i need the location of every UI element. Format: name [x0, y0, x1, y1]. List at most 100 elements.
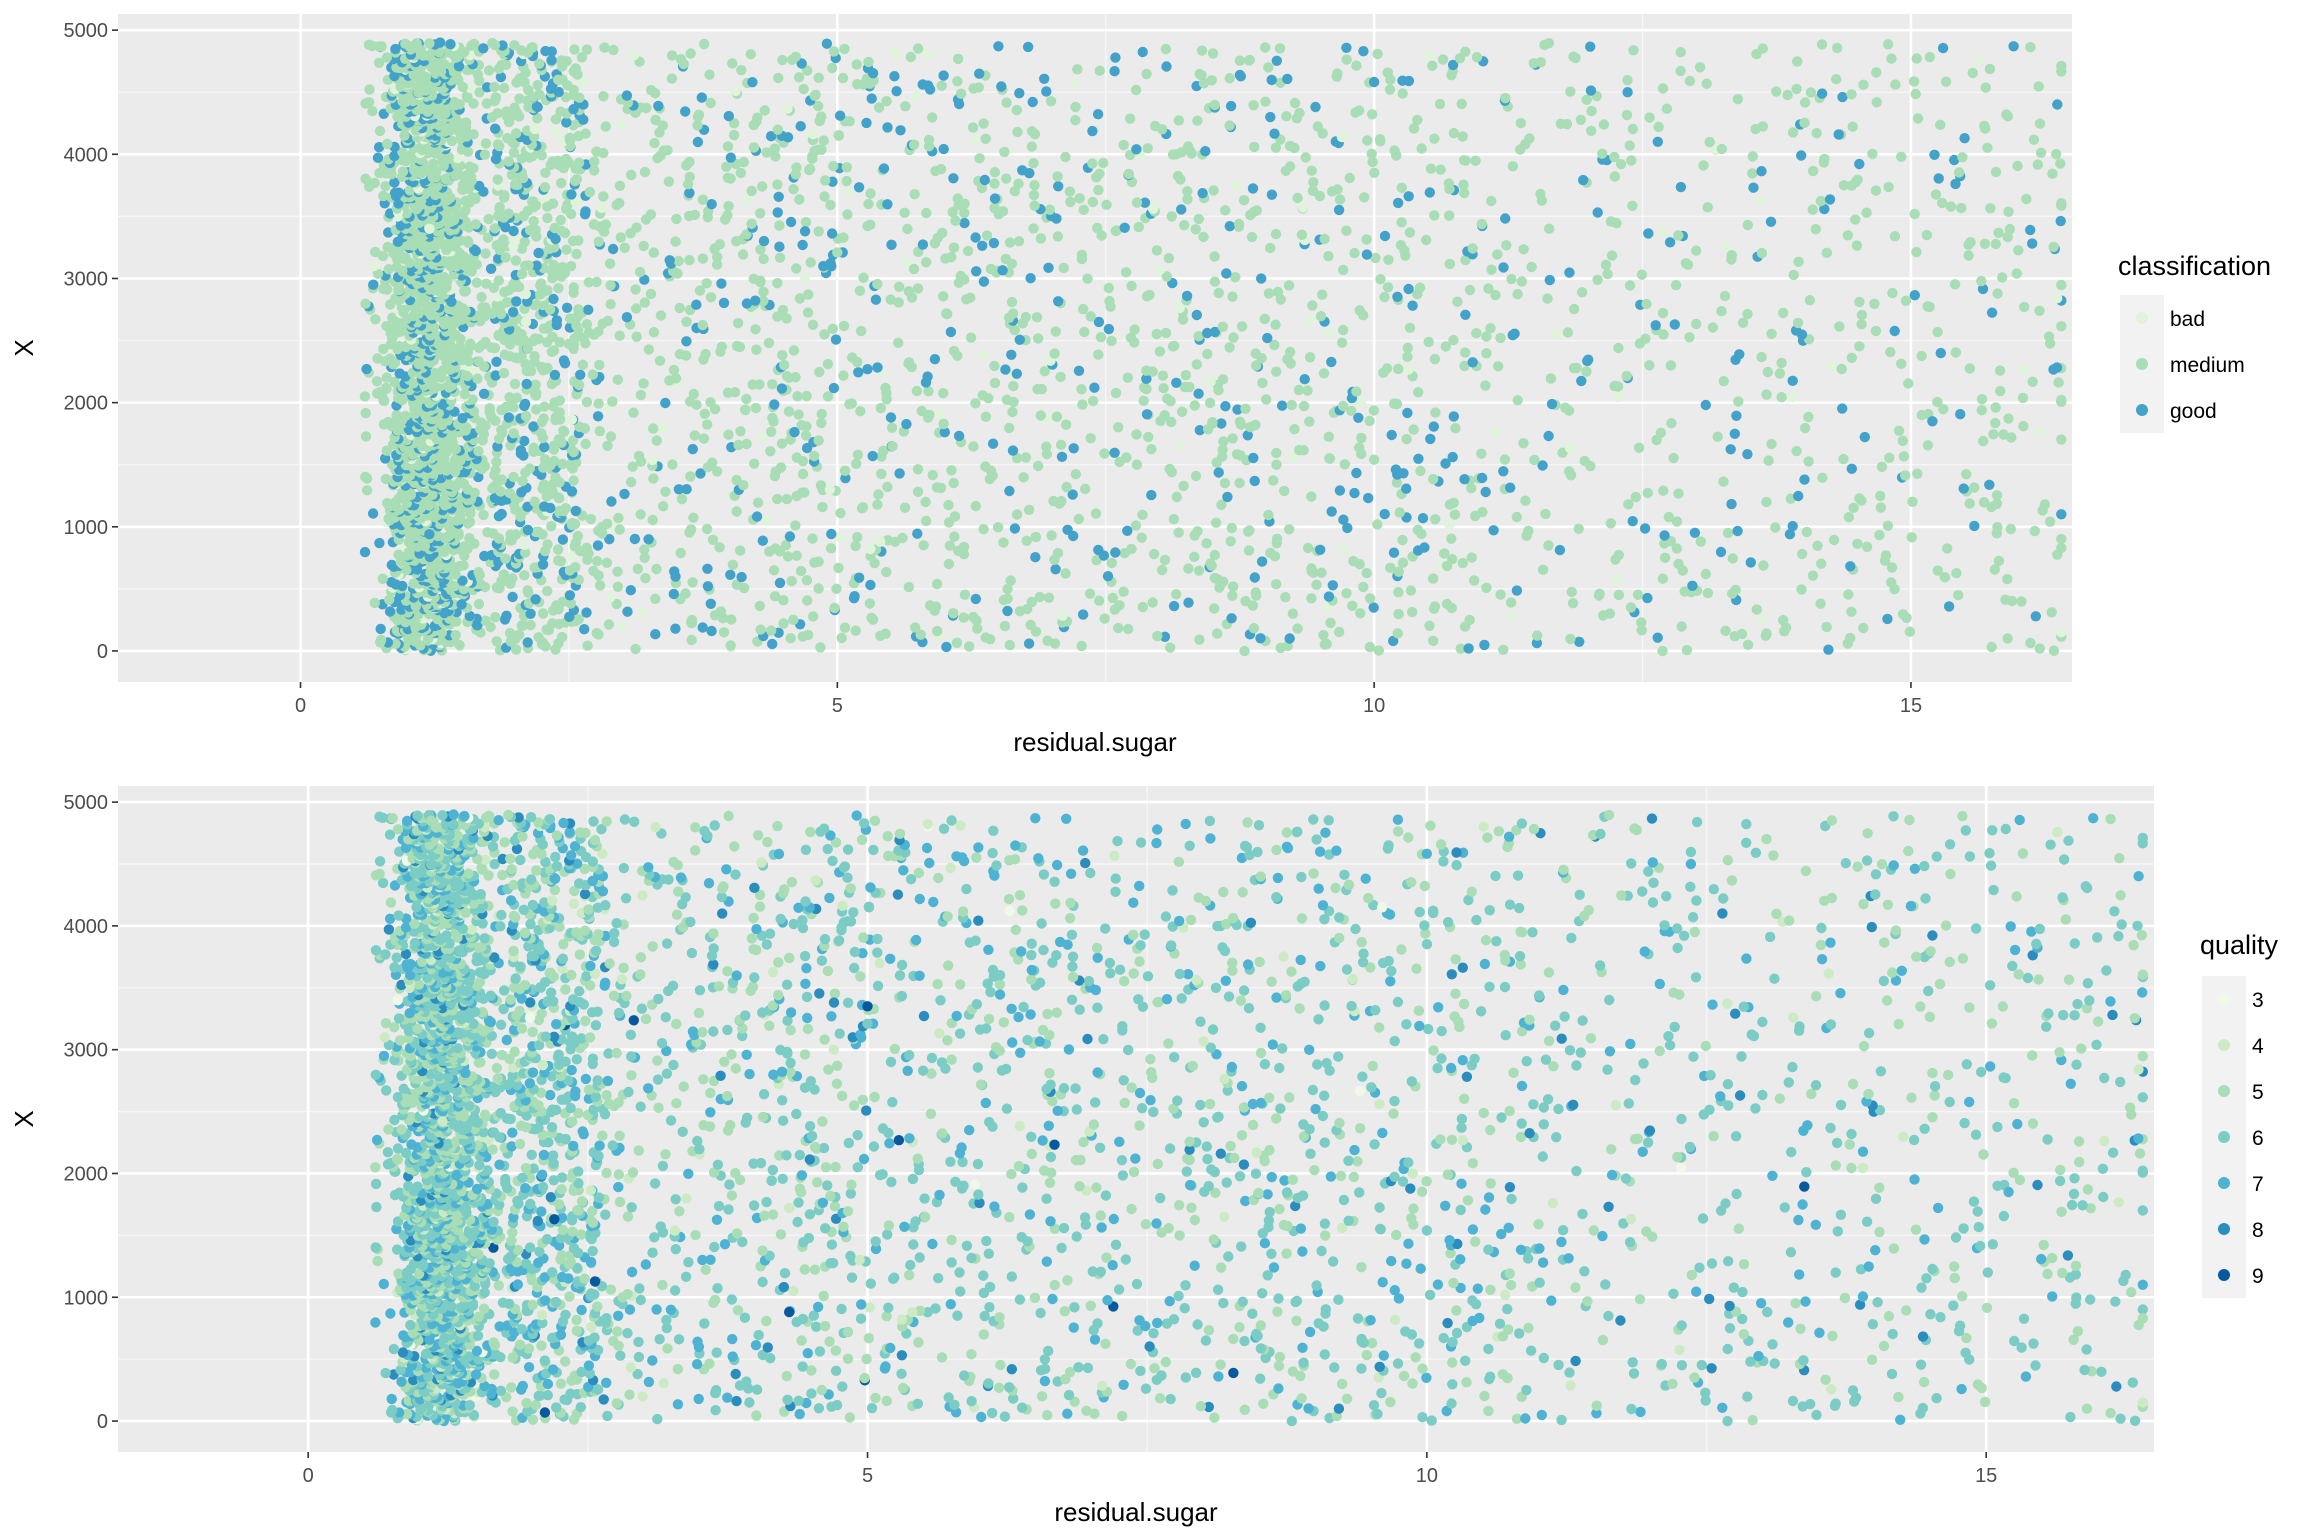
data-point [945, 326, 957, 338]
data-point [1183, 141, 1194, 152]
data-point [1694, 62, 1706, 73]
data-point [1898, 451, 1910, 462]
data-point [573, 157, 585, 168]
data-point [1540, 508, 1551, 520]
data-point [1102, 571, 1114, 582]
data-point [1810, 224, 1822, 235]
data-point [571, 320, 582, 331]
data-point [938, 418, 949, 430]
data-point [1671, 543, 1683, 554]
data-point [828, 382, 840, 394]
data-point [686, 634, 697, 646]
data-point [517, 475, 528, 487]
data-point [700, 348, 711, 360]
data-point [525, 619, 536, 631]
data-point [1087, 196, 1099, 208]
data-point [1477, 506, 1488, 518]
data-point [931, 482, 943, 493]
data-point [539, 182, 551, 193]
data-point [1904, 626, 1916, 637]
data-point [772, 179, 783, 190]
data-point [789, 426, 800, 438]
data-point [2030, 611, 2042, 622]
data-point [840, 473, 851, 484]
data-point [1837, 91, 1848, 103]
data-point [1249, 141, 1260, 153]
data-point [725, 152, 736, 163]
data-point [1834, 321, 1845, 332]
data-point [676, 494, 688, 505]
data-point [1007, 308, 1019, 319]
data-point [1026, 126, 1038, 137]
data-point [935, 164, 947, 175]
data-point [1803, 456, 1814, 467]
data-point [363, 39, 375, 50]
data-point [570, 562, 581, 573]
data-point [1805, 87, 1817, 98]
data-point [799, 487, 810, 498]
data-point [685, 524, 697, 535]
data-point [533, 526, 544, 537]
data-point [932, 625, 943, 637]
data-point [542, 585, 553, 597]
data-point [1988, 429, 1999, 440]
data-point [478, 43, 489, 54]
data-point [1460, 347, 1471, 358]
data-point [490, 92, 502, 103]
data-point [866, 612, 877, 624]
data-point [923, 386, 934, 397]
data-point [786, 575, 797, 587]
data-point [921, 207, 932, 219]
data-point [768, 565, 780, 576]
data-point [1661, 103, 1673, 114]
data-point [1613, 342, 1624, 354]
data-point [796, 420, 807, 431]
data-point [1076, 384, 1087, 395]
data-point [1148, 548, 1160, 560]
data-point [1444, 210, 1455, 221]
data-point [1162, 393, 1173, 404]
data-point [1221, 268, 1232, 279]
data-point [424, 529, 435, 540]
data-point [1544, 223, 1555, 234]
data-point [911, 91, 923, 102]
data-point [384, 606, 396, 617]
data-point [1246, 231, 1258, 243]
data-point [999, 146, 1010, 158]
data-point [778, 595, 789, 606]
data-point [500, 59, 512, 70]
data-point [784, 531, 796, 542]
data-point [839, 622, 851, 633]
data-point [640, 573, 651, 584]
data-point [1255, 633, 1266, 644]
data-point [1412, 114, 1423, 126]
data-point [372, 353, 383, 364]
data-point [1742, 449, 1753, 460]
data-point [2056, 198, 2067, 209]
data-point [797, 239, 808, 251]
data-point [520, 547, 531, 558]
data-point [1099, 613, 1110, 624]
data-point [779, 359, 790, 371]
data-point [528, 216, 539, 227]
data-point [748, 273, 759, 284]
data-point [1018, 472, 1029, 483]
data-point [522, 524, 534, 536]
data-point [758, 253, 769, 265]
data-point [1294, 444, 1305, 456]
data-point [1171, 589, 1182, 600]
data-point [731, 474, 742, 486]
data-point [828, 46, 840, 57]
data-point [1444, 519, 1455, 530]
data-point [1568, 303, 1580, 315]
data-point [903, 581, 914, 593]
data-point [504, 487, 515, 499]
data-point [1279, 485, 1290, 497]
data-point [1194, 634, 1205, 645]
data-point [962, 245, 974, 257]
data-point [1448, 334, 1459, 346]
data-point [1271, 366, 1282, 377]
data-point [1060, 568, 1071, 579]
data-point [1159, 554, 1171, 566]
data-point [492, 441, 503, 452]
